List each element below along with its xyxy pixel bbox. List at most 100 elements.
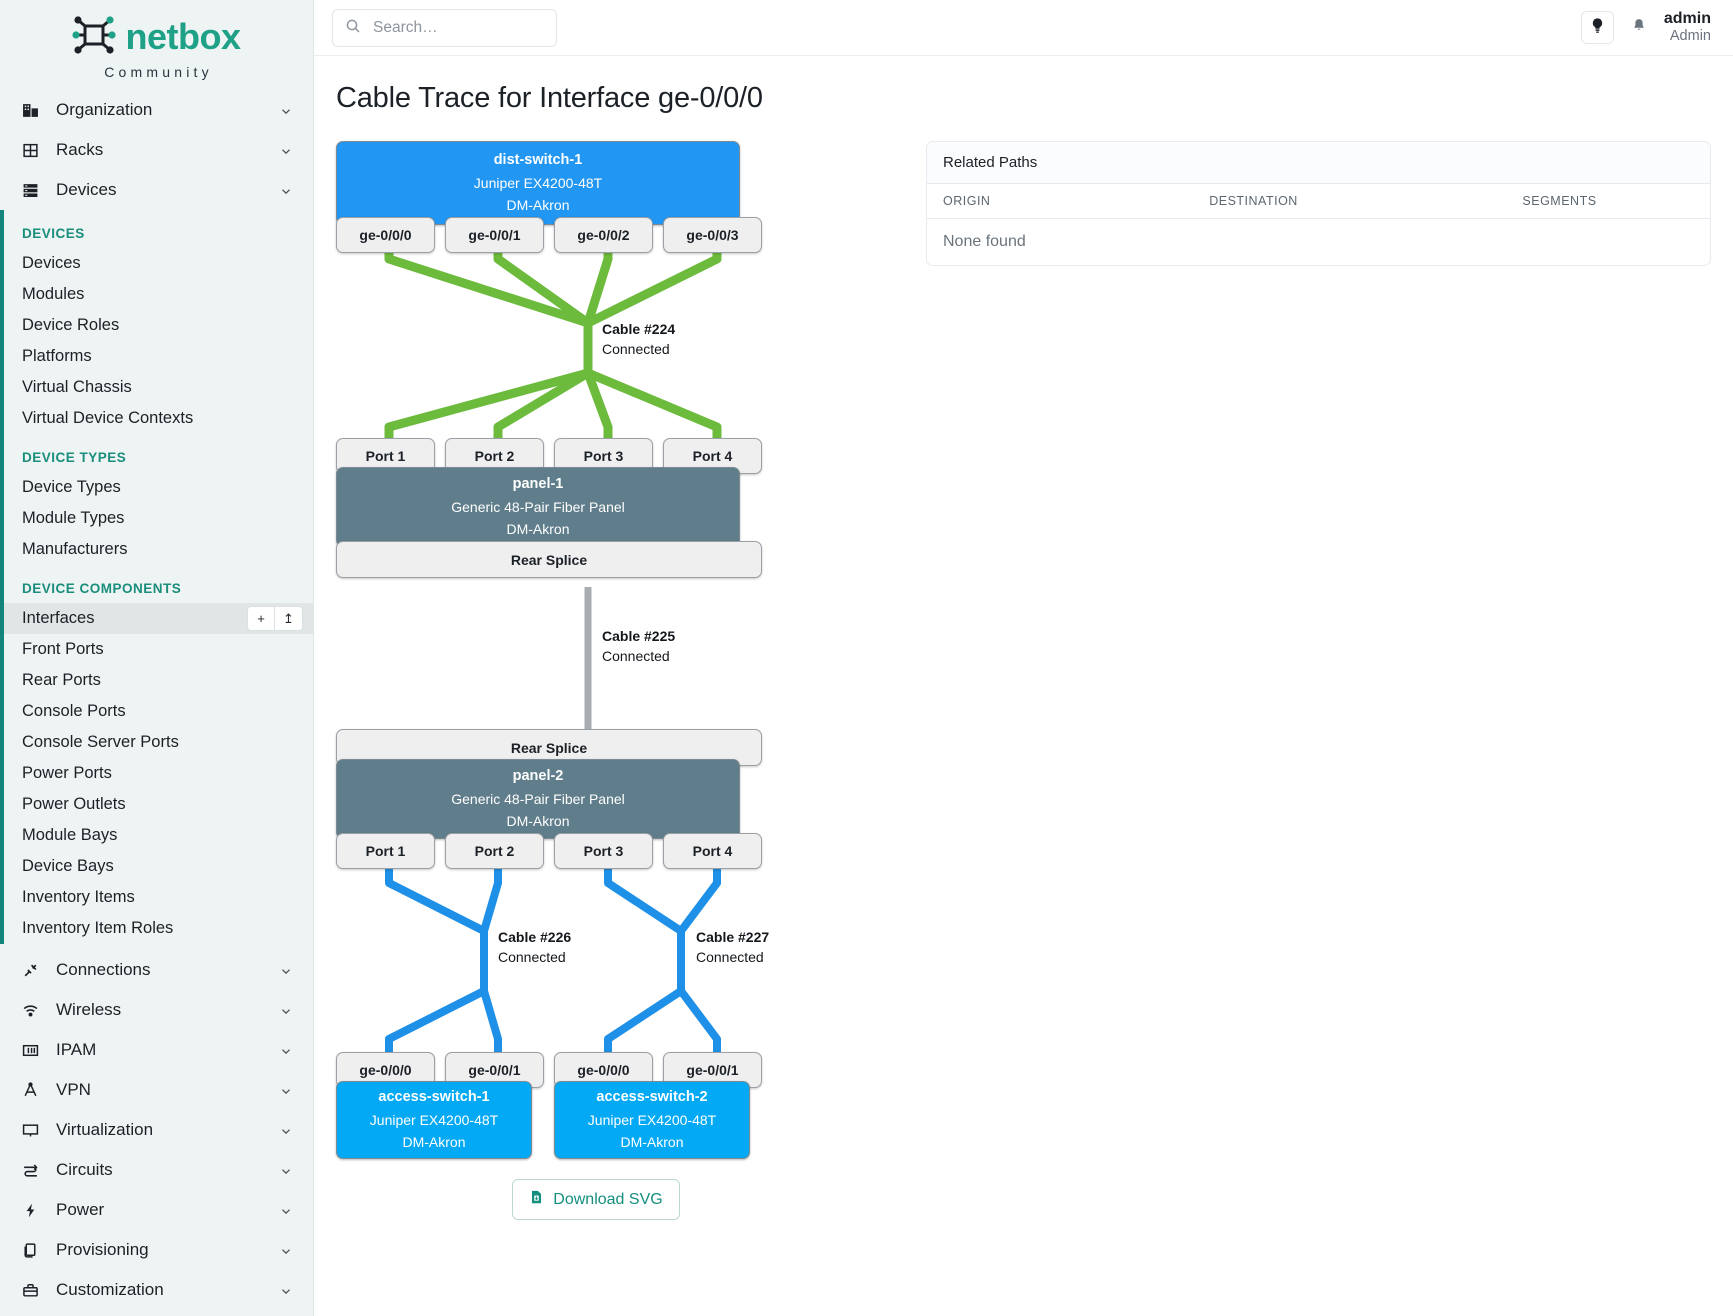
device-node-panel-2[interactable]: panel-2 Generic 48-Pair Fiber Panel DM-A… [336, 759, 740, 839]
terminal-dist-ge-0-0-0[interactable]: ge-0/0/0 [336, 217, 435, 253]
sidebar-group-label: Virtualization [56, 1120, 154, 1139]
device-type: Generic 48-Pair Fiber Panel [451, 790, 625, 807]
sidebar-group-power[interactable]: Power [0, 1190, 313, 1230]
sidebar-item-module-bays[interactable]: Module Bays [4, 820, 313, 851]
sidebar-item-module-types[interactable]: Module Types [4, 503, 313, 534]
sidebar-item-device-bays[interactable]: Device Bays [4, 851, 313, 882]
sidebar-item-label: Module Types [22, 509, 125, 527]
device-type: Juniper EX4200-48T [587, 1111, 717, 1128]
device-site: DM-Akron [506, 197, 570, 214]
terminal-label: Port 2 [474, 843, 515, 859]
search-box[interactable] [332, 8, 557, 47]
sidebar-group-vpn[interactable]: VPN [0, 1070, 313, 1110]
sidebar-item-rear-ports[interactable]: Rear Ports [4, 665, 313, 696]
column-header-segments[interactable]: Segments [1506, 184, 1710, 219]
sidebar-item-label: Virtual Chassis [22, 378, 132, 396]
sidebar-group-circuits[interactable]: Circuits [0, 1150, 313, 1190]
sidebar-item-label: Front Ports [22, 640, 104, 658]
sidebar-item-device-roles[interactable]: Device Roles [4, 310, 313, 341]
sidebar-group-provisioning[interactable]: Provisioning [0, 1230, 313, 1270]
sidebar-item-label: Rear Ports [22, 671, 101, 689]
cable-trace-diagram: dist-switch-1 Juniper EX4200-48T DM-Akro… [336, 141, 856, 1161]
cable-label-226[interactable]: Cable #226 Connected [498, 927, 571, 968]
main-area: admin Admin Cable Trace for Interface ge… [314, 0, 1733, 1316]
terminal-label: ge-0/0/0 [359, 1062, 412, 1078]
sidebar-item-inventory-item-roles[interactable]: Inventory Item Roles [4, 913, 313, 944]
download-svg-button[interactable]: Download SVG [512, 1179, 680, 1220]
sidebar-item-platforms[interactable]: Platforms [4, 341, 313, 372]
chevron-down-icon [279, 183, 293, 197]
chevron-down-icon [279, 1163, 293, 1177]
theme-toggle-button[interactable] [1580, 10, 1614, 44]
cable-label-224[interactable]: Cable #224 Connected [602, 319, 675, 360]
user-menu[interactable]: admin Admin [1664, 10, 1711, 46]
cable-label-227[interactable]: Cable #227 Connected [696, 927, 769, 968]
sidebar-item-virtual-chassis[interactable]: Virtual Chassis [4, 372, 313, 403]
sidebar-item-devices[interactable]: Devices [4, 248, 313, 279]
import-interfaces-button[interactable]: ↥ [275, 606, 303, 631]
sidebar-item-interfaces[interactable]: Interfaces + ↥ [4, 603, 313, 634]
device-node-dist-switch-1[interactable]: dist-switch-1 Juniper EX4200-48T DM-Akro… [336, 141, 740, 225]
device-name: panel-1 [512, 476, 564, 493]
sidebar-item-inventory-items[interactable]: Inventory Items [4, 882, 313, 913]
sidebar-item-virtual-device-contexts[interactable]: Virtual Device Contexts [4, 403, 313, 434]
sidebar-item-label: Power Outlets [22, 795, 126, 813]
device-name: access-switch-2 [596, 1089, 708, 1106]
device-node-access-switch-1[interactable]: access-switch-1 Juniper EX4200-48T DM-Ak… [336, 1081, 532, 1159]
sidebar-group-organization[interactable]: Organization [0, 90, 313, 130]
column-header-origin[interactable]: Origin [927, 184, 1194, 219]
sidebar-item-console-ports[interactable]: Console Ports [4, 696, 313, 727]
sidebar-item-front-ports[interactable]: Front Ports [4, 634, 313, 665]
terminal-label: ge-0/0/1 [468, 227, 521, 243]
sidebar-group-racks[interactable]: Racks [0, 130, 313, 170]
notifications-button[interactable] [1628, 14, 1650, 40]
sidebar-groups-top: Organization Racks [0, 90, 313, 210]
sidebar-group-ipam[interactable]: IPAM [0, 1030, 313, 1070]
column-header-destination[interactable]: Destination [1193, 184, 1507, 219]
lightning-icon [20, 1200, 40, 1220]
cable-trace-panel: dist-switch-1 Juniper EX4200-48T DM-Akro… [336, 141, 896, 1220]
sidebar-item-label: Module Bays [22, 826, 118, 844]
search-input[interactable] [371, 17, 544, 38]
add-interface-button[interactable]: + [247, 606, 275, 631]
terminal-panel2-port-3[interactable]: Port 3 [554, 833, 653, 869]
sidebar-group-connections[interactable]: Connections [0, 950, 313, 990]
device-node-panel-1[interactable]: panel-1 Generic 48-Pair Fiber Panel DM-A… [336, 467, 740, 547]
sidebar-item-power-outlets[interactable]: Power Outlets [4, 789, 313, 820]
sidebar-group-virtualization[interactable]: Virtualization [0, 1110, 313, 1150]
empty-message: None found [943, 233, 1026, 250]
cable-status: Connected [602, 648, 670, 665]
device-name: access-switch-1 [378, 1089, 490, 1106]
terminal-label: ge-0/0/1 [686, 1062, 739, 1078]
sidebar-item-label: Modules [22, 285, 85, 303]
terminal-dist-ge-0-0-1[interactable]: ge-0/0/1 [445, 217, 544, 253]
terminal-label: Port 2 [474, 448, 515, 464]
brand-block[interactable]: netbox Community [0, 0, 313, 90]
device-node-access-switch-2[interactable]: access-switch-2 Juniper EX4200-48T DM-Ak… [554, 1081, 750, 1159]
terminal-dist-ge-0-0-2[interactable]: ge-0/0/2 [554, 217, 653, 253]
sidebar-item-power-ports[interactable]: Power Ports [4, 758, 313, 789]
sidebar-group-customization[interactable]: Customization [0, 1270, 313, 1310]
chevron-down-icon [279, 1083, 293, 1097]
sidebar-group-operations[interactable]: Operations [0, 1310, 313, 1316]
sidebar-group-devices[interactable]: Devices [0, 170, 313, 210]
topbar-right: admin Admin [1580, 10, 1711, 46]
terminal-panel2-port-4[interactable]: Port 4 [663, 833, 762, 869]
terminal-dist-ge-0-0-3[interactable]: ge-0/0/3 [663, 217, 762, 253]
sidebar-group-wireless[interactable]: Wireless [0, 990, 313, 1030]
content-area: dist-switch-1 Juniper EX4200-48T DM-Akro… [314, 115, 1733, 1220]
sidebar-item-console-server-ports[interactable]: Console Server Ports [4, 727, 313, 758]
terminal-panel2-port-2[interactable]: Port 2 [445, 833, 544, 869]
topbar: admin Admin [314, 0, 1733, 56]
sidebar-item-device-types[interactable]: Device Types [4, 472, 313, 503]
sidebar-item-label: Manufacturers [22, 540, 128, 558]
cable-status: Connected [602, 341, 670, 358]
terminal-panel1-rear-splice[interactable]: Rear Splice [336, 541, 762, 578]
cable-label-225[interactable]: Cable #225 Connected [602, 626, 675, 667]
sidebar-item-manufacturers[interactable]: Manufacturers [4, 534, 313, 565]
terminal-panel2-port-1[interactable]: Port 1 [336, 833, 435, 869]
sidebar-group-label: Provisioning [56, 1240, 149, 1259]
plug-icon [20, 960, 40, 980]
sidebar-item-modules[interactable]: Modules [4, 279, 313, 310]
